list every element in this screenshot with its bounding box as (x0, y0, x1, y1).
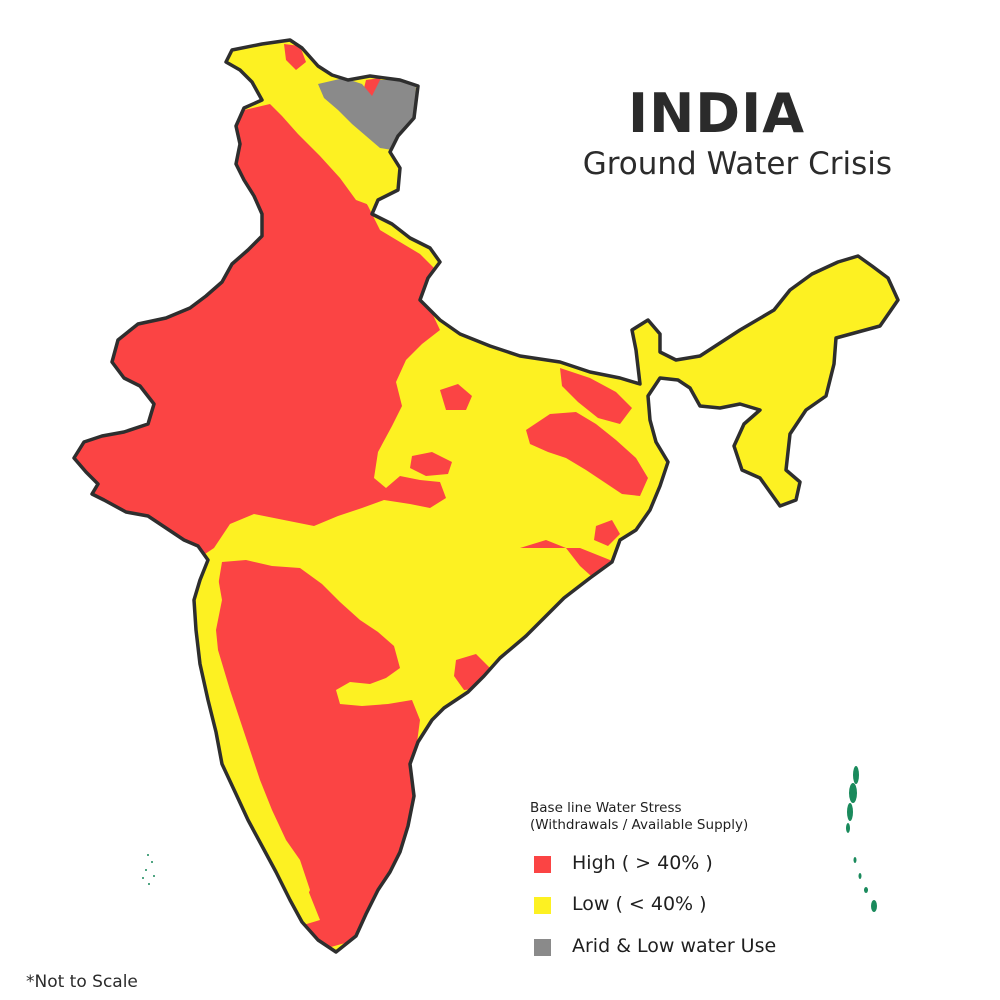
region-arid-north (318, 78, 416, 150)
legend-swatch-low (534, 897, 551, 914)
andaman-nicobar-islands (846, 766, 877, 912)
legend-swatch-high (534, 856, 551, 873)
region-high-small-6 (284, 44, 306, 70)
region-high-small-4 (594, 520, 620, 546)
legend-swatch-arid (534, 939, 551, 956)
legend-heading-line2: (Withdrawals / Available Supply) (530, 817, 749, 833)
region-high-north-west (74, 104, 446, 560)
legend-item-arid: Arid & Low water Use (534, 935, 834, 959)
not-to-scale-note: *Not to Scale (26, 972, 138, 992)
india-outline (72, 38, 900, 954)
region-high-small-2 (410, 452, 452, 476)
legend: Base line Water Stress (Withdrawals / Av… (530, 800, 776, 957)
region-low-north-strip (232, 46, 380, 206)
legend-item-low: Low ( < 40% ) (534, 893, 834, 917)
map-subtitle: Ground Water Crisis (582, 146, 892, 182)
map-title: INDIA (628, 82, 805, 145)
lakshadweep-islands (142, 854, 155, 885)
region-high-east-blob (526, 412, 648, 496)
region-low-west-coast (194, 566, 320, 926)
legend-label-arid: Arid & Low water Use (572, 935, 777, 957)
region-high-south (214, 560, 420, 950)
region-high-east-upper (560, 368, 632, 424)
legend-label-high: High ( > 40% ) (572, 852, 713, 874)
legend-heading-line1: Base line Water Stress (530, 800, 682, 816)
legend-item-high: High ( > 40% ) (534, 852, 834, 876)
region-high-small-3 (440, 384, 472, 410)
legend-label-low: Low ( < 40% ) (572, 893, 707, 915)
